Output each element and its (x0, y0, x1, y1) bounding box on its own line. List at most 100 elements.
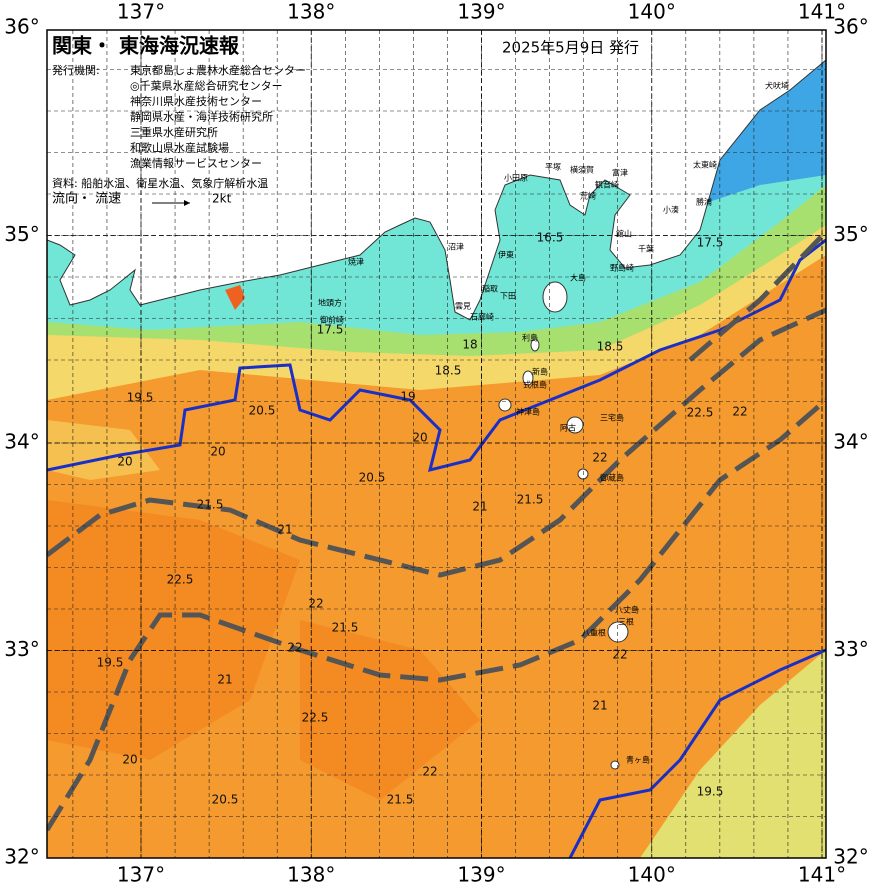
contour-label: 20 (210, 445, 225, 459)
contour-label: 20 (117, 455, 132, 469)
lon-tick-label: 138° (287, 0, 335, 24)
place-name: 富津 (612, 168, 628, 178)
place-name: 横須賀 (570, 165, 594, 175)
lon-tick-label: 137° (117, 0, 165, 24)
contour-label: 22 (592, 451, 607, 465)
place-name: 野島崎 (610, 263, 634, 273)
lake (225, 285, 245, 310)
contour-label: 21.5 (197, 498, 224, 512)
contour-label: 18.5 (597, 340, 624, 354)
place-name: 小湊 (663, 205, 679, 215)
lat-tick-label: 34° (4, 430, 39, 454)
lat-tick-label: 32° (833, 845, 868, 869)
lat-tick-label: 36° (833, 15, 868, 39)
place-name: 下田 (500, 292, 516, 301)
place-name: 沼津 (448, 242, 464, 252)
kuroshio-axis (47, 307, 826, 578)
place-name: 八丈島 (615, 605, 639, 615)
lon-tick-label: 141° (798, 863, 846, 887)
lat-tick-label: 36° (4, 15, 39, 39)
island (577, 468, 589, 480)
land (47, 30, 826, 321)
place-name: 平塚 (545, 163, 561, 172)
place-name: 式根島 (523, 380, 547, 390)
contour-label: 20 (122, 753, 137, 767)
place-name: 館山 (616, 229, 632, 239)
agency: 東京都島しょ農林水産総合センター (130, 63, 306, 77)
contour-label: 20.5 (212, 793, 239, 807)
contour-label: 21 (277, 523, 292, 537)
isotherm (47, 238, 826, 473)
lon-tick-label: 141° (798, 0, 846, 24)
contour-label: 22 (612, 648, 627, 662)
place-name: 大島 (570, 273, 586, 283)
lat-tick-label: 33° (4, 637, 39, 661)
sea-band-southeast (640, 650, 826, 858)
lon-tick-label: 139° (457, 863, 505, 887)
place-name: 新島 (532, 367, 548, 377)
island (498, 398, 512, 412)
place-name: 小田原 (504, 174, 528, 183)
agency: 漁業情報サービスセンター (130, 156, 262, 170)
contour-label: 17.5 (317, 323, 344, 337)
place-name: 雲見 (455, 302, 471, 311)
map-frame (46, 29, 827, 859)
contour-label: 22 (308, 597, 323, 611)
lat-tick-label: 35° (4, 222, 39, 246)
island (542, 281, 568, 313)
place-name: 阿古 (560, 423, 576, 433)
contour-label: 22 (732, 405, 747, 419)
place-name: 御蔵島 (600, 473, 624, 483)
contour-label: 20.5 (359, 471, 386, 485)
place-name: 御前崎 (320, 315, 344, 325)
place-name: 神津島 (516, 407, 540, 417)
agency: 静岡県水産・海洋技術研究所 (130, 110, 273, 124)
lon-tick-label: 140° (628, 863, 676, 887)
lat-tick-label: 35° (833, 222, 868, 246)
place-name: 稲取 (482, 284, 498, 294)
place-name: 焼津 (348, 257, 364, 267)
contour-label: 19.5 (697, 785, 724, 799)
agency: 和歌山県水産試験場 (130, 141, 229, 155)
kuroshio-axis (47, 398, 826, 832)
sea-warmest (47, 500, 300, 760)
date: 2025年5月9日 発行 (502, 39, 639, 57)
place-name: 勝浦 (696, 197, 712, 207)
contour-label: 22.5 (167, 573, 194, 587)
contour-label: 19.5 (97, 656, 124, 670)
contour-label: 16.5 (537, 231, 564, 245)
contour-label: 19.5 (127, 391, 154, 405)
contour-label: 22.5 (687, 406, 714, 420)
contour-label: 17.5 (697, 236, 724, 250)
lon-tick-label: 137° (117, 863, 165, 887)
agency: 三重県水産研究所 (130, 125, 218, 139)
place-name: 太東崎 (693, 160, 717, 170)
place-name: 観音崎 (595, 180, 619, 190)
kuroshio-axis (688, 230, 826, 362)
legend-arrowhead (184, 200, 190, 206)
legend-label: 流向・ 流速 (52, 191, 121, 207)
contour-label: 21 (472, 500, 487, 514)
contour-label: 19 (400, 390, 415, 404)
island (610, 760, 620, 770)
lat-tick-label: 34° (833, 430, 868, 454)
island (522, 370, 534, 386)
contour-label: 22 (422, 765, 437, 779)
contour-label: 18.5 (435, 364, 462, 378)
island (566, 416, 584, 434)
place-name: 八重根 (582, 628, 606, 638)
place-name: 犬吠埼 (765, 81, 789, 91)
contour-label: 21 (217, 673, 232, 687)
title: 関東・ 東海海況速報 (52, 34, 240, 58)
agency: ◎千葉県水産総合研究センター (130, 79, 283, 93)
lon-tick-label: 140° (628, 0, 676, 24)
isotherm (568, 648, 826, 858)
contour-label: 21.5 (332, 621, 359, 635)
contour-label: 20.5 (249, 404, 276, 418)
sources: 資料: 船舶水温、衛星水温、気象庁解析水温 (52, 176, 268, 190)
place-name: 千葉 (638, 244, 654, 254)
contour-label: 22.5 (302, 711, 329, 725)
place-name: 伊東 (498, 250, 514, 260)
lat-tick-label: 32° (4, 845, 39, 869)
